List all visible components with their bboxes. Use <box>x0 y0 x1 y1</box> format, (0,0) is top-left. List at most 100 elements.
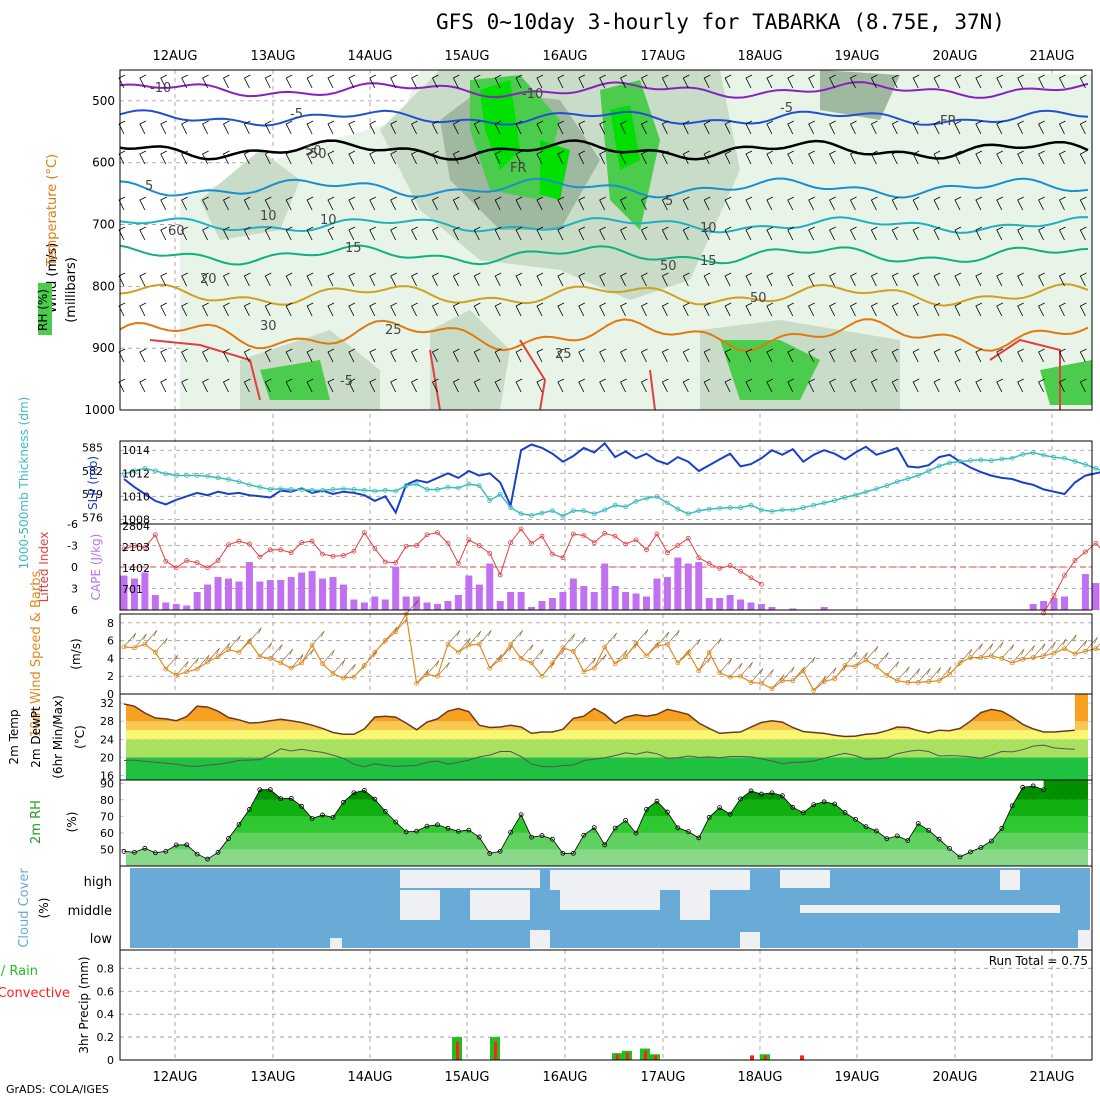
rh2m-point <box>727 811 733 817</box>
precip-tick-label: 0.2 <box>97 1031 115 1044</box>
wind10-barb <box>186 657 199 672</box>
temp-mask <box>124 694 1075 737</box>
li-point <box>612 533 618 539</box>
wind-barb <box>599 74 606 89</box>
wind10-point <box>466 642 472 648</box>
wind-barb <box>515 302 523 317</box>
li-point <box>361 530 367 535</box>
wind-barb <box>202 272 209 287</box>
thickness-point <box>445 484 451 490</box>
rh2m-point <box>800 810 806 816</box>
li-point <box>278 547 284 553</box>
cape-bar <box>183 605 191 610</box>
wind-barb <box>139 196 147 211</box>
wind10-barb <box>217 642 231 657</box>
wind-barb <box>139 302 147 317</box>
wind-barb <box>222 378 230 393</box>
wind10-barb <box>196 654 210 670</box>
date-label-top: 18AUG <box>737 49 782 64</box>
cape-bar <box>308 571 316 610</box>
wind-barb <box>975 74 983 89</box>
isotherm-label: 50 <box>305 144 322 159</box>
rh2m-point <box>299 803 305 809</box>
rh2m-point <box>999 825 1005 831</box>
wind-barb <box>703 302 711 317</box>
rh2m-point <box>821 799 827 805</box>
wind-barb <box>202 226 209 241</box>
wind-barb <box>411 302 418 317</box>
wind-barb <box>829 302 836 317</box>
wind-barb <box>494 196 502 211</box>
precip-bar-convective <box>456 1041 459 1060</box>
wind10-barb <box>437 662 450 677</box>
wind10-point <box>184 669 190 675</box>
wind-barb <box>870 226 878 241</box>
wind-barb <box>996 196 1003 211</box>
wind-barb <box>933 120 941 135</box>
wind10-point <box>382 638 388 644</box>
li-point <box>435 530 440 535</box>
wind-barb <box>640 120 648 135</box>
cape-bar <box>371 596 379 610</box>
cape-bar <box>768 607 776 610</box>
cape-bar <box>319 578 327 610</box>
rh2m-point <box>591 825 597 831</box>
thickness-point <box>435 487 440 492</box>
thickness-point <box>361 487 367 493</box>
wind-barb <box>870 378 878 393</box>
wind10-point <box>915 680 921 685</box>
thickness-point <box>1062 455 1067 461</box>
wind10-barb <box>729 662 743 678</box>
wind10-point <box>581 669 587 675</box>
cape-bar <box>193 592 201 610</box>
wind-barb <box>1079 120 1087 135</box>
rh2m-point <box>497 848 503 854</box>
slp-axis-label: SLP (mb) <box>86 456 100 510</box>
wind-barb <box>599 226 606 241</box>
wind10-barb <box>1064 634 1077 649</box>
cape-bar <box>622 592 630 610</box>
wind-barb <box>996 150 1003 165</box>
rh2m-point <box>612 825 618 831</box>
wind-barb <box>1017 348 1024 363</box>
wind10-point <box>236 649 242 655</box>
rh2m-point <box>947 846 952 851</box>
rh2m-point <box>550 836 555 842</box>
wind-barb <box>473 150 481 165</box>
wind-barb <box>452 226 460 241</box>
wind-barb <box>682 302 690 317</box>
cape-bar <box>716 598 724 610</box>
wind-barb <box>1038 120 1045 135</box>
wind-barb <box>891 196 899 211</box>
wind10-barb <box>750 668 764 683</box>
temp-tick-label: 16 <box>100 769 114 782</box>
wind-barb <box>327 226 335 241</box>
rh2m-point <box>863 824 869 830</box>
wind-barb <box>285 272 293 287</box>
rh2m-point <box>226 836 231 841</box>
thickness-point <box>1093 466 1099 471</box>
li-point <box>487 550 493 556</box>
rh2m-point <box>769 790 775 796</box>
wind-barb <box>1017 74 1024 89</box>
wind-barb <box>306 196 314 211</box>
thickness-point <box>832 498 837 503</box>
cape-bar <box>632 593 640 610</box>
li-point <box>226 542 231 548</box>
isotherm-label: FR <box>510 161 527 176</box>
wind-barb <box>536 196 544 211</box>
wind10-barb <box>698 656 712 672</box>
isotherm-label: 10 <box>700 221 717 236</box>
wind10-barb <box>155 638 168 653</box>
wind-barb <box>202 74 209 89</box>
isotherm-label: -5 <box>340 374 353 389</box>
wind-barb <box>975 196 983 211</box>
li-point <box>696 555 702 561</box>
thickness-point <box>957 458 963 464</box>
rh2m-point <box>717 805 723 811</box>
temp-axis-label: 2m Temp <box>7 709 21 764</box>
wind-barb <box>640 302 648 317</box>
wind-barb <box>473 74 481 89</box>
thickness-point <box>1041 452 1046 458</box>
thickness-point <box>455 485 461 491</box>
